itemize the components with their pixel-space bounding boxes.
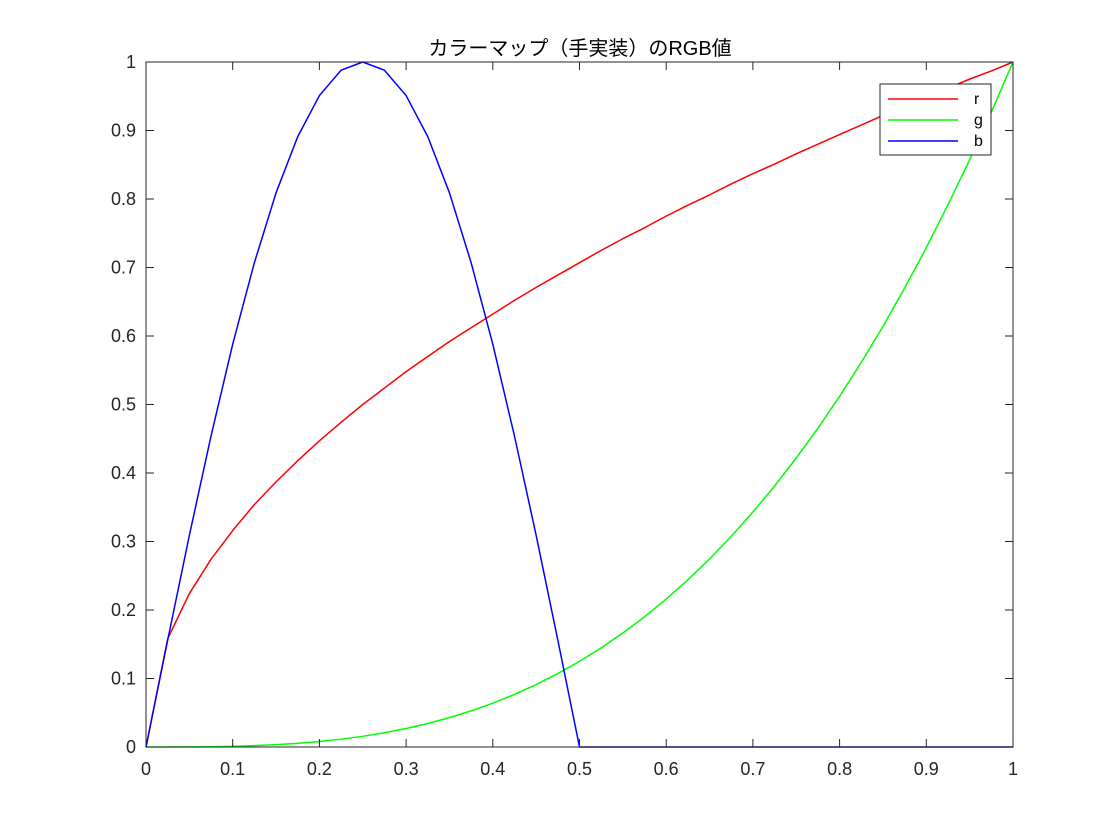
y-tick-label: 0.1 xyxy=(111,669,136,689)
y-tick-label: 0.8 xyxy=(111,189,136,209)
x-tick-label: 0.4 xyxy=(480,759,505,779)
y-tick-label: 0.9 xyxy=(111,121,136,141)
y-tick-label: 1 xyxy=(126,52,136,72)
legend: rgb xyxy=(879,83,992,156)
x-tick-label: 0.2 xyxy=(307,759,332,779)
x-tick-label: 0.1 xyxy=(220,759,245,779)
x-tick-label: 0.3 xyxy=(394,759,419,779)
y-tick-label: 0.2 xyxy=(111,600,136,620)
y-tick-label: 0.4 xyxy=(111,463,136,483)
series-line-r xyxy=(145,61,1014,748)
y-tick-label: 0.6 xyxy=(111,326,136,346)
x-tick-label: 0.6 xyxy=(654,759,679,779)
plot-area: 0 0.1 0.2 0.3 0.4 0.5 0.6 0.7 0.8 0.9 1 0 0.1 0.2 0.3 0… xyxy=(111,52,1018,779)
axes-background xyxy=(146,62,1013,747)
x-tick-label: 0.8 xyxy=(827,759,852,779)
y-tick-label: 0 xyxy=(126,737,136,757)
y-tick-label: 0.3 xyxy=(111,532,136,552)
x-tick-label: 0.7 xyxy=(740,759,765,779)
series-line-g xyxy=(145,61,1014,748)
y-tick-label: 0.7 xyxy=(111,258,136,278)
chart-title: カラーマップ（手実装）のRGB値 xyxy=(428,37,731,60)
x-tick-label: 1 xyxy=(1008,759,1018,779)
x-tick-label: 0 xyxy=(141,759,151,779)
ticks-layer: 0 0.1 0.2 0.3 0.4 0.5 0.6 0.7 0.8 0.9 1 0 0.1 0.2 0.3 0… xyxy=(111,52,1018,779)
legend-label-r: r xyxy=(974,91,980,108)
x-tick-label: 0.5 xyxy=(567,759,592,779)
y-tick-label: 0.5 xyxy=(111,395,136,415)
legend-label-g: g xyxy=(974,112,983,129)
legend-label-b: b xyxy=(974,133,983,150)
x-tick-label: 0.9 xyxy=(914,759,939,779)
